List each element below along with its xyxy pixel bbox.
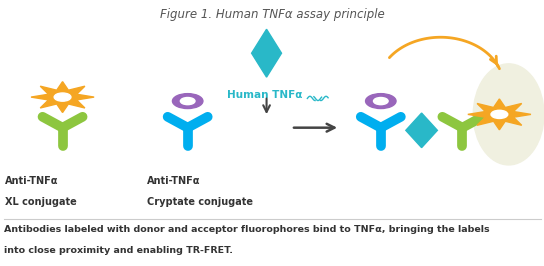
Circle shape [366, 94, 396, 109]
Ellipse shape [473, 64, 544, 165]
Circle shape [172, 94, 203, 109]
Text: Antibodies labeled with donor and acceptor fluorophores bind to TNFα, bringing t: Antibodies labeled with donor and accept… [4, 225, 490, 234]
Text: into close proximity and enabling TR-FRET.: into close proximity and enabling TR-FRE… [4, 246, 233, 255]
Text: Figure 1. Human TNFα assay principle: Figure 1. Human TNFα assay principle [159, 8, 385, 21]
Circle shape [491, 110, 508, 118]
Text: Human TNFα: Human TNFα [227, 90, 302, 101]
Polygon shape [31, 82, 94, 113]
Polygon shape [406, 113, 437, 148]
Polygon shape [468, 99, 531, 130]
Text: XL conjugate: XL conjugate [5, 197, 77, 207]
Polygon shape [251, 29, 282, 77]
Circle shape [54, 93, 71, 101]
Text: Cryptate conjugate: Cryptate conjugate [147, 197, 253, 207]
Circle shape [374, 98, 388, 105]
Circle shape [181, 98, 195, 105]
Text: Anti-TNFα: Anti-TNFα [147, 176, 200, 186]
Text: Anti-TNFα: Anti-TNFα [5, 176, 59, 186]
